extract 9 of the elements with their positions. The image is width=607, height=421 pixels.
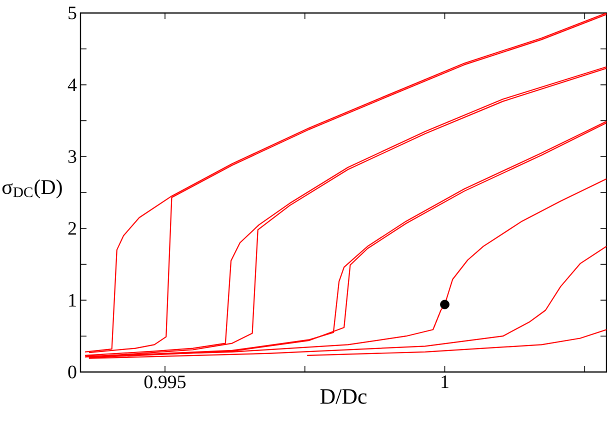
y-tick-label: 1 [69,294,76,306]
y-axis-title: σ$_{DC}$(D) [2,179,62,198]
y-tick-label: 4 [68,78,77,92]
x-tick-label: 0.995 [144,376,186,388]
y-tick-label: 0 [68,366,76,378]
y-tick-label: 3 [68,150,76,163]
y-tick-label: 2 [68,222,76,235]
y-tick-label: 5 [68,6,76,20]
x-axis-title: D/Dc [320,389,367,404]
